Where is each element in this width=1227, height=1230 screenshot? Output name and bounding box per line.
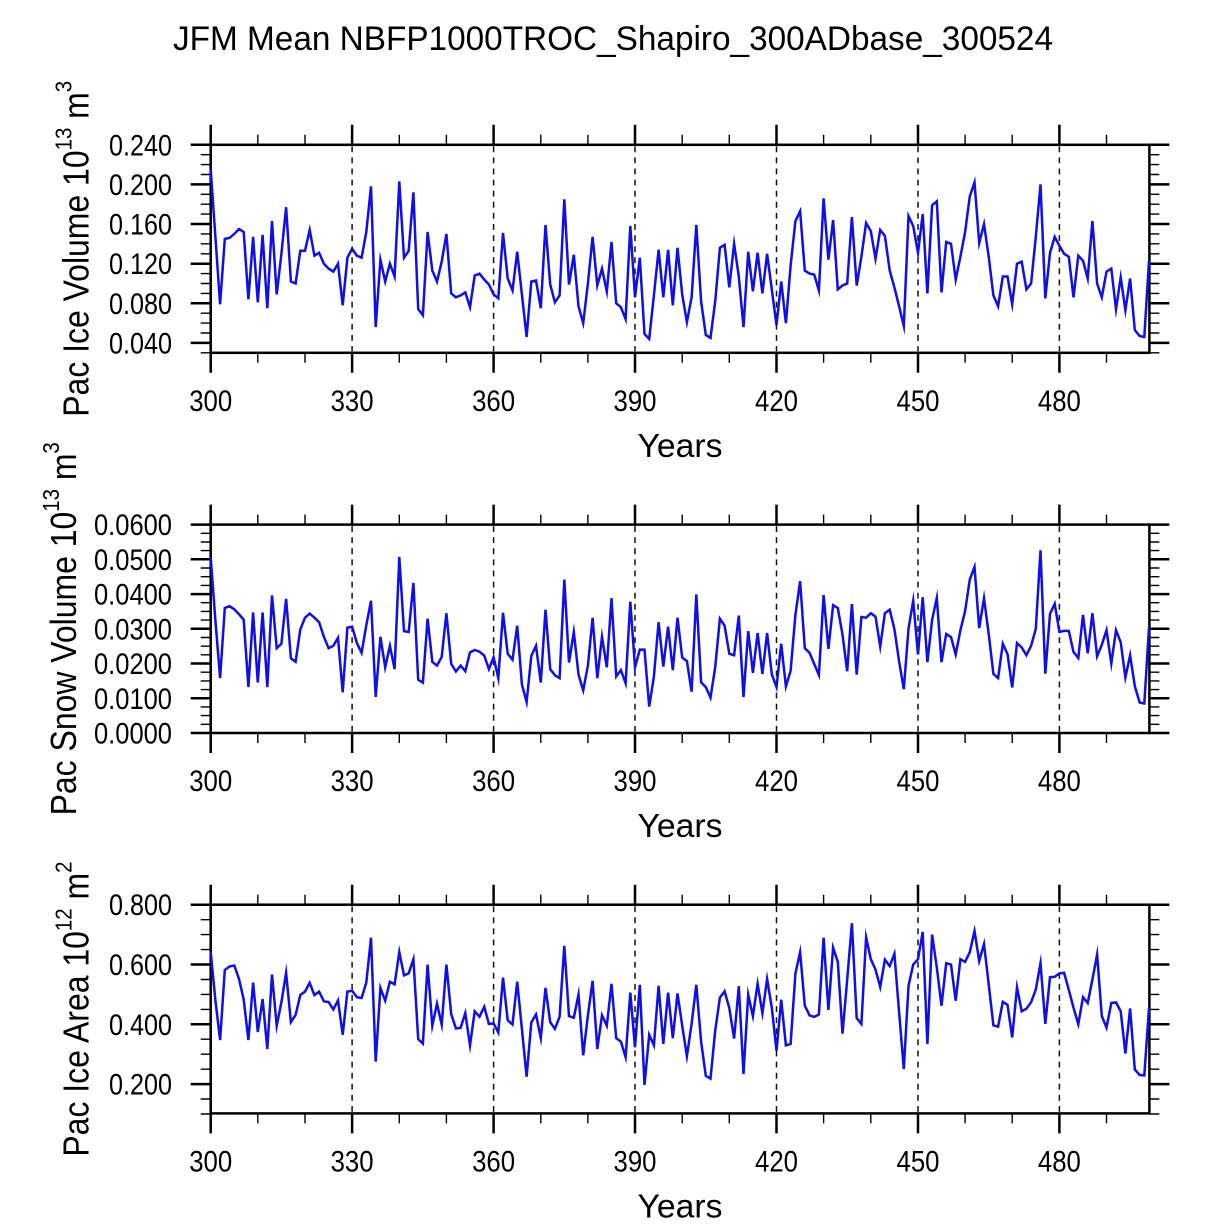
- svg-text:0.0200: 0.0200: [94, 648, 172, 681]
- svg-text:300: 300: [189, 1145, 232, 1178]
- svg-text:0.0400: 0.0400: [94, 579, 172, 612]
- svg-text:300: 300: [189, 765, 232, 798]
- svg-text:360: 360: [472, 1145, 515, 1178]
- svg-text:0.0300: 0.0300: [94, 613, 172, 646]
- svg-text:330: 330: [331, 1145, 374, 1178]
- svg-text:330: 330: [331, 765, 374, 798]
- svg-text:450: 450: [897, 385, 940, 418]
- svg-text:0.240: 0.240: [109, 129, 172, 162]
- svg-text:0.400: 0.400: [109, 1009, 172, 1042]
- svg-text:JFM Mean NBFP1000TROC_Shapiro_: JFM Mean NBFP1000TROC_Shapiro_300ADbase_…: [173, 20, 1053, 58]
- svg-text:330: 330: [331, 385, 374, 418]
- svg-text:0.0100: 0.0100: [94, 683, 172, 716]
- svg-text:0.200: 0.200: [109, 1069, 172, 1102]
- svg-text:480: 480: [1038, 385, 1081, 418]
- svg-text:0.800: 0.800: [109, 889, 172, 922]
- svg-text:Years: Years: [638, 428, 723, 465]
- svg-text:420: 420: [755, 765, 798, 798]
- svg-text:Years: Years: [638, 1188, 723, 1225]
- svg-text:480: 480: [1038, 765, 1081, 798]
- svg-text:450: 450: [897, 765, 940, 798]
- svg-text:0.120: 0.120: [109, 248, 172, 281]
- svg-text:360: 360: [472, 385, 515, 418]
- svg-text:300: 300: [189, 385, 232, 418]
- svg-text:0.0600: 0.0600: [94, 509, 172, 542]
- svg-text:0.0000: 0.0000: [94, 718, 172, 751]
- svg-text:0.0500: 0.0500: [94, 544, 172, 577]
- svg-text:420: 420: [755, 1145, 798, 1178]
- svg-text:420: 420: [755, 385, 798, 418]
- svg-text:0.080: 0.080: [109, 288, 172, 321]
- svg-text:0.200: 0.200: [109, 169, 172, 202]
- svg-text:390: 390: [614, 385, 657, 418]
- svg-text:480: 480: [1038, 1145, 1081, 1178]
- svg-text:390: 390: [614, 765, 657, 798]
- svg-text:390: 390: [614, 1145, 657, 1178]
- svg-text:0.160: 0.160: [109, 209, 172, 242]
- svg-text:0.600: 0.600: [109, 949, 172, 982]
- svg-text:360: 360: [472, 765, 515, 798]
- svg-text:450: 450: [897, 1145, 940, 1178]
- svg-text:0.040: 0.040: [109, 327, 172, 360]
- svg-text:Years: Years: [638, 808, 723, 845]
- svg-text:Pac Ice Area 1012 m2: Pac Ice Area 1012 m2: [50, 862, 97, 1157]
